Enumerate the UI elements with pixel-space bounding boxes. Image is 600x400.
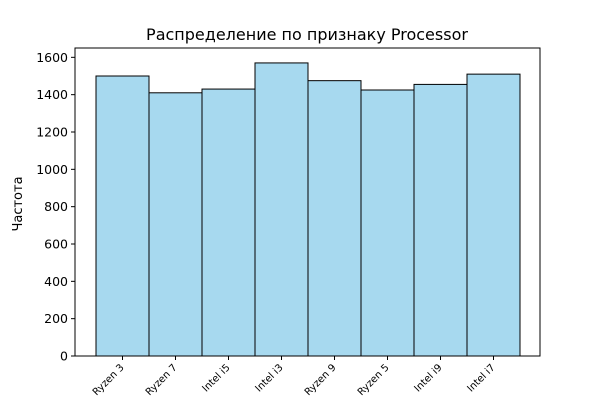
plot-frame	[74, 47, 541, 357]
y-tick-label: 1600	[36, 50, 68, 65]
x-tick-label: Intel i3	[253, 362, 285, 394]
bar-ryzen-7	[148, 92, 203, 357]
x-tick-label: Intel i5	[200, 362, 232, 394]
x-tick-label: Ryzen 9	[303, 362, 339, 398]
x-ticks-group: Ryzen 3 Ryzen 7 Intel i5 Intel i3 Ryzen 9 Ryz…	[91, 356, 498, 398]
y-tick-label: 200	[44, 311, 68, 326]
x-tick-label: Ryzen 5	[356, 362, 392, 398]
bar-intel-i5	[201, 88, 256, 357]
y-tick-label: 400	[44, 274, 68, 289]
chart-title: Распределение по признаку Processor	[146, 25, 468, 44]
bar-intel-i7	[466, 73, 521, 357]
y-tick-label: 800	[44, 199, 68, 214]
y-tick-label: 1000	[36, 162, 68, 177]
bar-intel-i3	[254, 62, 309, 357]
y-tick-label: 0	[60, 349, 68, 364]
bars-group	[95, 62, 521, 357]
bar-ryzen-9	[307, 80, 362, 357]
bar-ryzen-3	[95, 75, 150, 357]
y-tick-label: 1400	[36, 87, 68, 102]
y-tick-label: 600	[44, 237, 68, 252]
x-tick-label: Intel i7	[465, 362, 497, 394]
x-tick-label: Ryzen 7	[144, 362, 180, 398]
x-tick-label: Intel i9	[412, 362, 444, 394]
x-tick-label: Ryzen 3	[91, 362, 127, 398]
y-tick-label: 1200	[36, 125, 68, 140]
y-axis-label: Частота	[11, 176, 26, 231]
y-ticks-group: 0 200 400 600 800 1000 1200 1400 1600	[36, 50, 75, 364]
bar-ryzen-5	[360, 89, 415, 357]
bar-intel-i9	[413, 83, 468, 357]
